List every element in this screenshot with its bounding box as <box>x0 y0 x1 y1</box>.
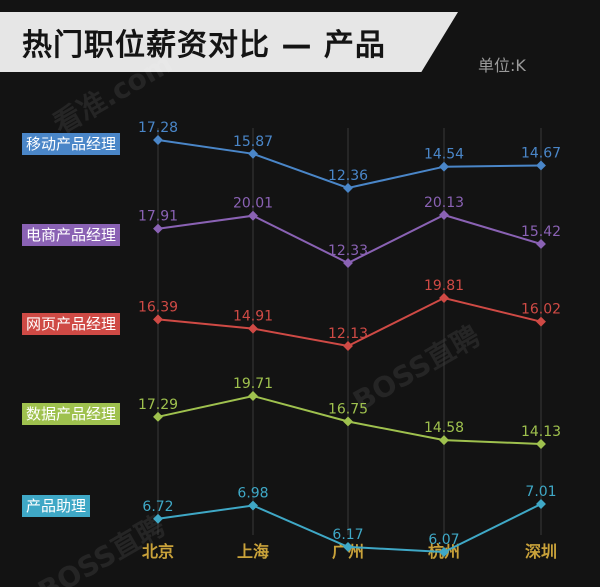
data-label: 6.17 <box>332 527 363 543</box>
data-point <box>248 391 258 401</box>
data-label: 15.42 <box>521 224 561 240</box>
data-point <box>248 210 258 221</box>
data-label: 19.81 <box>424 278 464 294</box>
data-label: 16.02 <box>521 302 561 318</box>
data-point <box>153 314 163 325</box>
data-point <box>153 135 163 145</box>
data-label: 20.01 <box>233 196 273 212</box>
unit-label: 单位:K <box>478 56 526 75</box>
data-label: 14.54 <box>424 147 464 163</box>
data-point <box>536 239 546 249</box>
series-name-label: 网页产品经理 <box>22 313 121 335</box>
data-label: 15.87 <box>233 134 273 150</box>
data-point <box>536 499 546 509</box>
series-name-label: 移动产品经理 <box>22 133 121 155</box>
x-tick-label: 北京 <box>142 542 174 561</box>
data-point <box>536 316 546 327</box>
data-label: 12.33 <box>328 243 368 259</box>
data-point <box>439 435 449 446</box>
title-banner <box>0 12 458 72</box>
series-name-label: 数据产品经理 <box>22 403 121 425</box>
data-point <box>153 223 163 234</box>
x-tick-label: 深圳 <box>525 542 557 561</box>
data-point <box>343 416 353 427</box>
data-label: 19.71 <box>233 376 273 392</box>
data-label: 16.39 <box>138 299 178 315</box>
data-point <box>153 513 163 524</box>
series-name-label: 产品助理 <box>22 495 91 517</box>
data-label: 17.28 <box>138 120 178 136</box>
data-point <box>343 258 353 268</box>
data-label: 6.98 <box>237 486 268 502</box>
series-name-label: 电商产品经理 <box>22 224 121 246</box>
data-point <box>439 210 449 220</box>
chart-title: 热门职位薪资对比 — 产品 <box>22 28 386 63</box>
data-label: 14.13 <box>521 424 561 440</box>
data-label: 20.13 <box>424 195 464 211</box>
x-tick-label: 上海 <box>237 542 269 561</box>
data-point <box>439 161 449 172</box>
data-label: 16.75 <box>328 401 368 417</box>
data-label: 12.36 <box>328 168 368 184</box>
data-point <box>343 183 353 193</box>
data-point <box>343 541 353 552</box>
data-point <box>536 439 546 449</box>
data-label: 7.01 <box>525 484 556 500</box>
data-label: 14.58 <box>424 420 464 436</box>
data-point <box>248 500 258 511</box>
data-label: 12.13 <box>328 326 368 342</box>
data-point <box>439 293 449 303</box>
data-label: 6.07 <box>428 532 459 548</box>
data-label: 6.72 <box>142 499 173 515</box>
data-point <box>439 547 449 557</box>
data-point <box>536 160 546 171</box>
data-point <box>248 148 258 159</box>
data-label: 17.29 <box>138 397 178 413</box>
data-point <box>153 411 163 422</box>
data-label: 14.91 <box>233 309 273 325</box>
data-point <box>248 323 258 334</box>
data-label: 17.91 <box>138 209 178 225</box>
data-point <box>343 341 353 351</box>
data-label: 14.67 <box>521 145 561 161</box>
